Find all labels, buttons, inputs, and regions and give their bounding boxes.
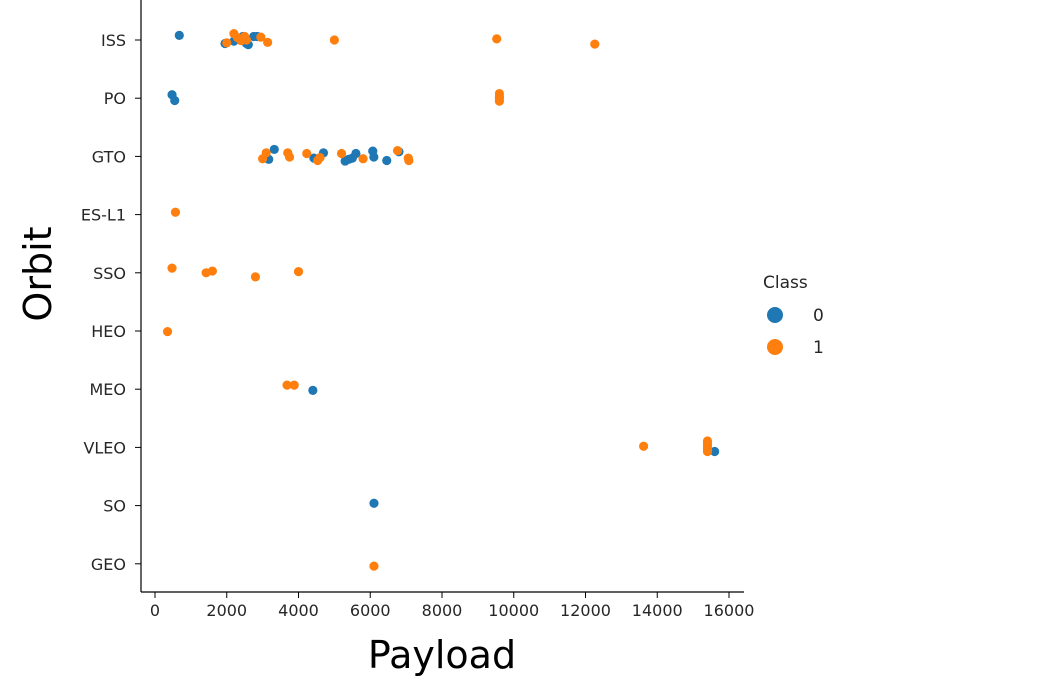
- point-class-1: [358, 154, 368, 164]
- point-class-0: [170, 95, 180, 106]
- point-class-1: [590, 39, 600, 49]
- point-class-1: [261, 148, 271, 158]
- x-tick-label: 4000: [278, 601, 319, 620]
- point-class-1: [404, 155, 414, 166]
- point-class-1: [256, 32, 266, 42]
- x-axis-label: Payload: [368, 633, 516, 677]
- legend-title: Class: [763, 273, 808, 293]
- y-axis-label: Orbit: [16, 226, 60, 321]
- point-class-0: [369, 152, 379, 162]
- y-tick-label: MEO: [89, 380, 126, 399]
- point-class-1: [639, 441, 649, 451]
- point-class-1: [263, 37, 273, 47]
- y-tick-label: SSO: [93, 264, 126, 283]
- point-class-0: [269, 144, 279, 155]
- legend: Class 0 1: [763, 273, 824, 358]
- point-class-1: [282, 380, 292, 390]
- point-class-1: [289, 380, 299, 390]
- point-class-0: [351, 148, 361, 159]
- y-tick-label: VLEO: [83, 438, 126, 457]
- point-class-1: [162, 326, 173, 337]
- point-class-1: [222, 38, 232, 48]
- x-tick-label: 12000: [560, 601, 611, 620]
- x-tick-label: 14000: [632, 601, 683, 620]
- y-tick-label: HEO: [91, 322, 126, 341]
- legend-marker-1: [767, 339, 783, 355]
- axes-layer: [140, 0, 744, 593]
- point-class-1: [494, 96, 504, 106]
- point-class-1: [207, 266, 217, 276]
- point-class-1: [284, 152, 295, 162]
- y-tick-label: GEO: [91, 555, 126, 574]
- point-class-0: [174, 30, 184, 40]
- point-class-1: [492, 34, 502, 44]
- point-class-1: [241, 35, 252, 45]
- y-tick-label: SO: [103, 497, 126, 516]
- y-tick-label: ES-L1: [81, 206, 126, 225]
- point-class-1: [167, 263, 177, 273]
- ticks-layer: 0 2000 4000 6000 8000 10000 12000 14000 16000 ISS…: [81, 31, 755, 620]
- point-class-1: [170, 207, 181, 217]
- point-class-1: [336, 148, 347, 159]
- point-class-0: [710, 446, 720, 457]
- point-class-1: [369, 561, 379, 571]
- point-class-0: [308, 385, 318, 395]
- y-tick-label: GTO: [92, 147, 126, 166]
- point-class-1: [329, 35, 339, 45]
- point-class-1: [293, 267, 304, 277]
- x-tick-label: 10000: [488, 601, 539, 620]
- point-class-1: [315, 152, 325, 163]
- legend-label-1: 1: [813, 338, 824, 358]
- y-tick-label: PO: [104, 89, 126, 108]
- legend-label-0: 0: [813, 306, 824, 326]
- legend-marker-0: [767, 307, 783, 323]
- y-tick-label: ISS: [101, 31, 126, 50]
- point-class-1: [302, 148, 312, 159]
- x-tick-label: 8000: [422, 601, 463, 620]
- point-class-0: [382, 155, 392, 166]
- point-class-0: [369, 498, 379, 508]
- x-tick-label: 6000: [350, 601, 391, 620]
- point-class-1: [392, 145, 403, 156]
- point-class-1: [250, 272, 261, 282]
- x-tick-label: 0: [150, 601, 160, 620]
- point-class-1: [702, 446, 713, 457]
- x-tick-label: 2000: [206, 601, 247, 620]
- x-tick-label: 16000: [704, 601, 755, 620]
- points-layer: [162, 28, 720, 571]
